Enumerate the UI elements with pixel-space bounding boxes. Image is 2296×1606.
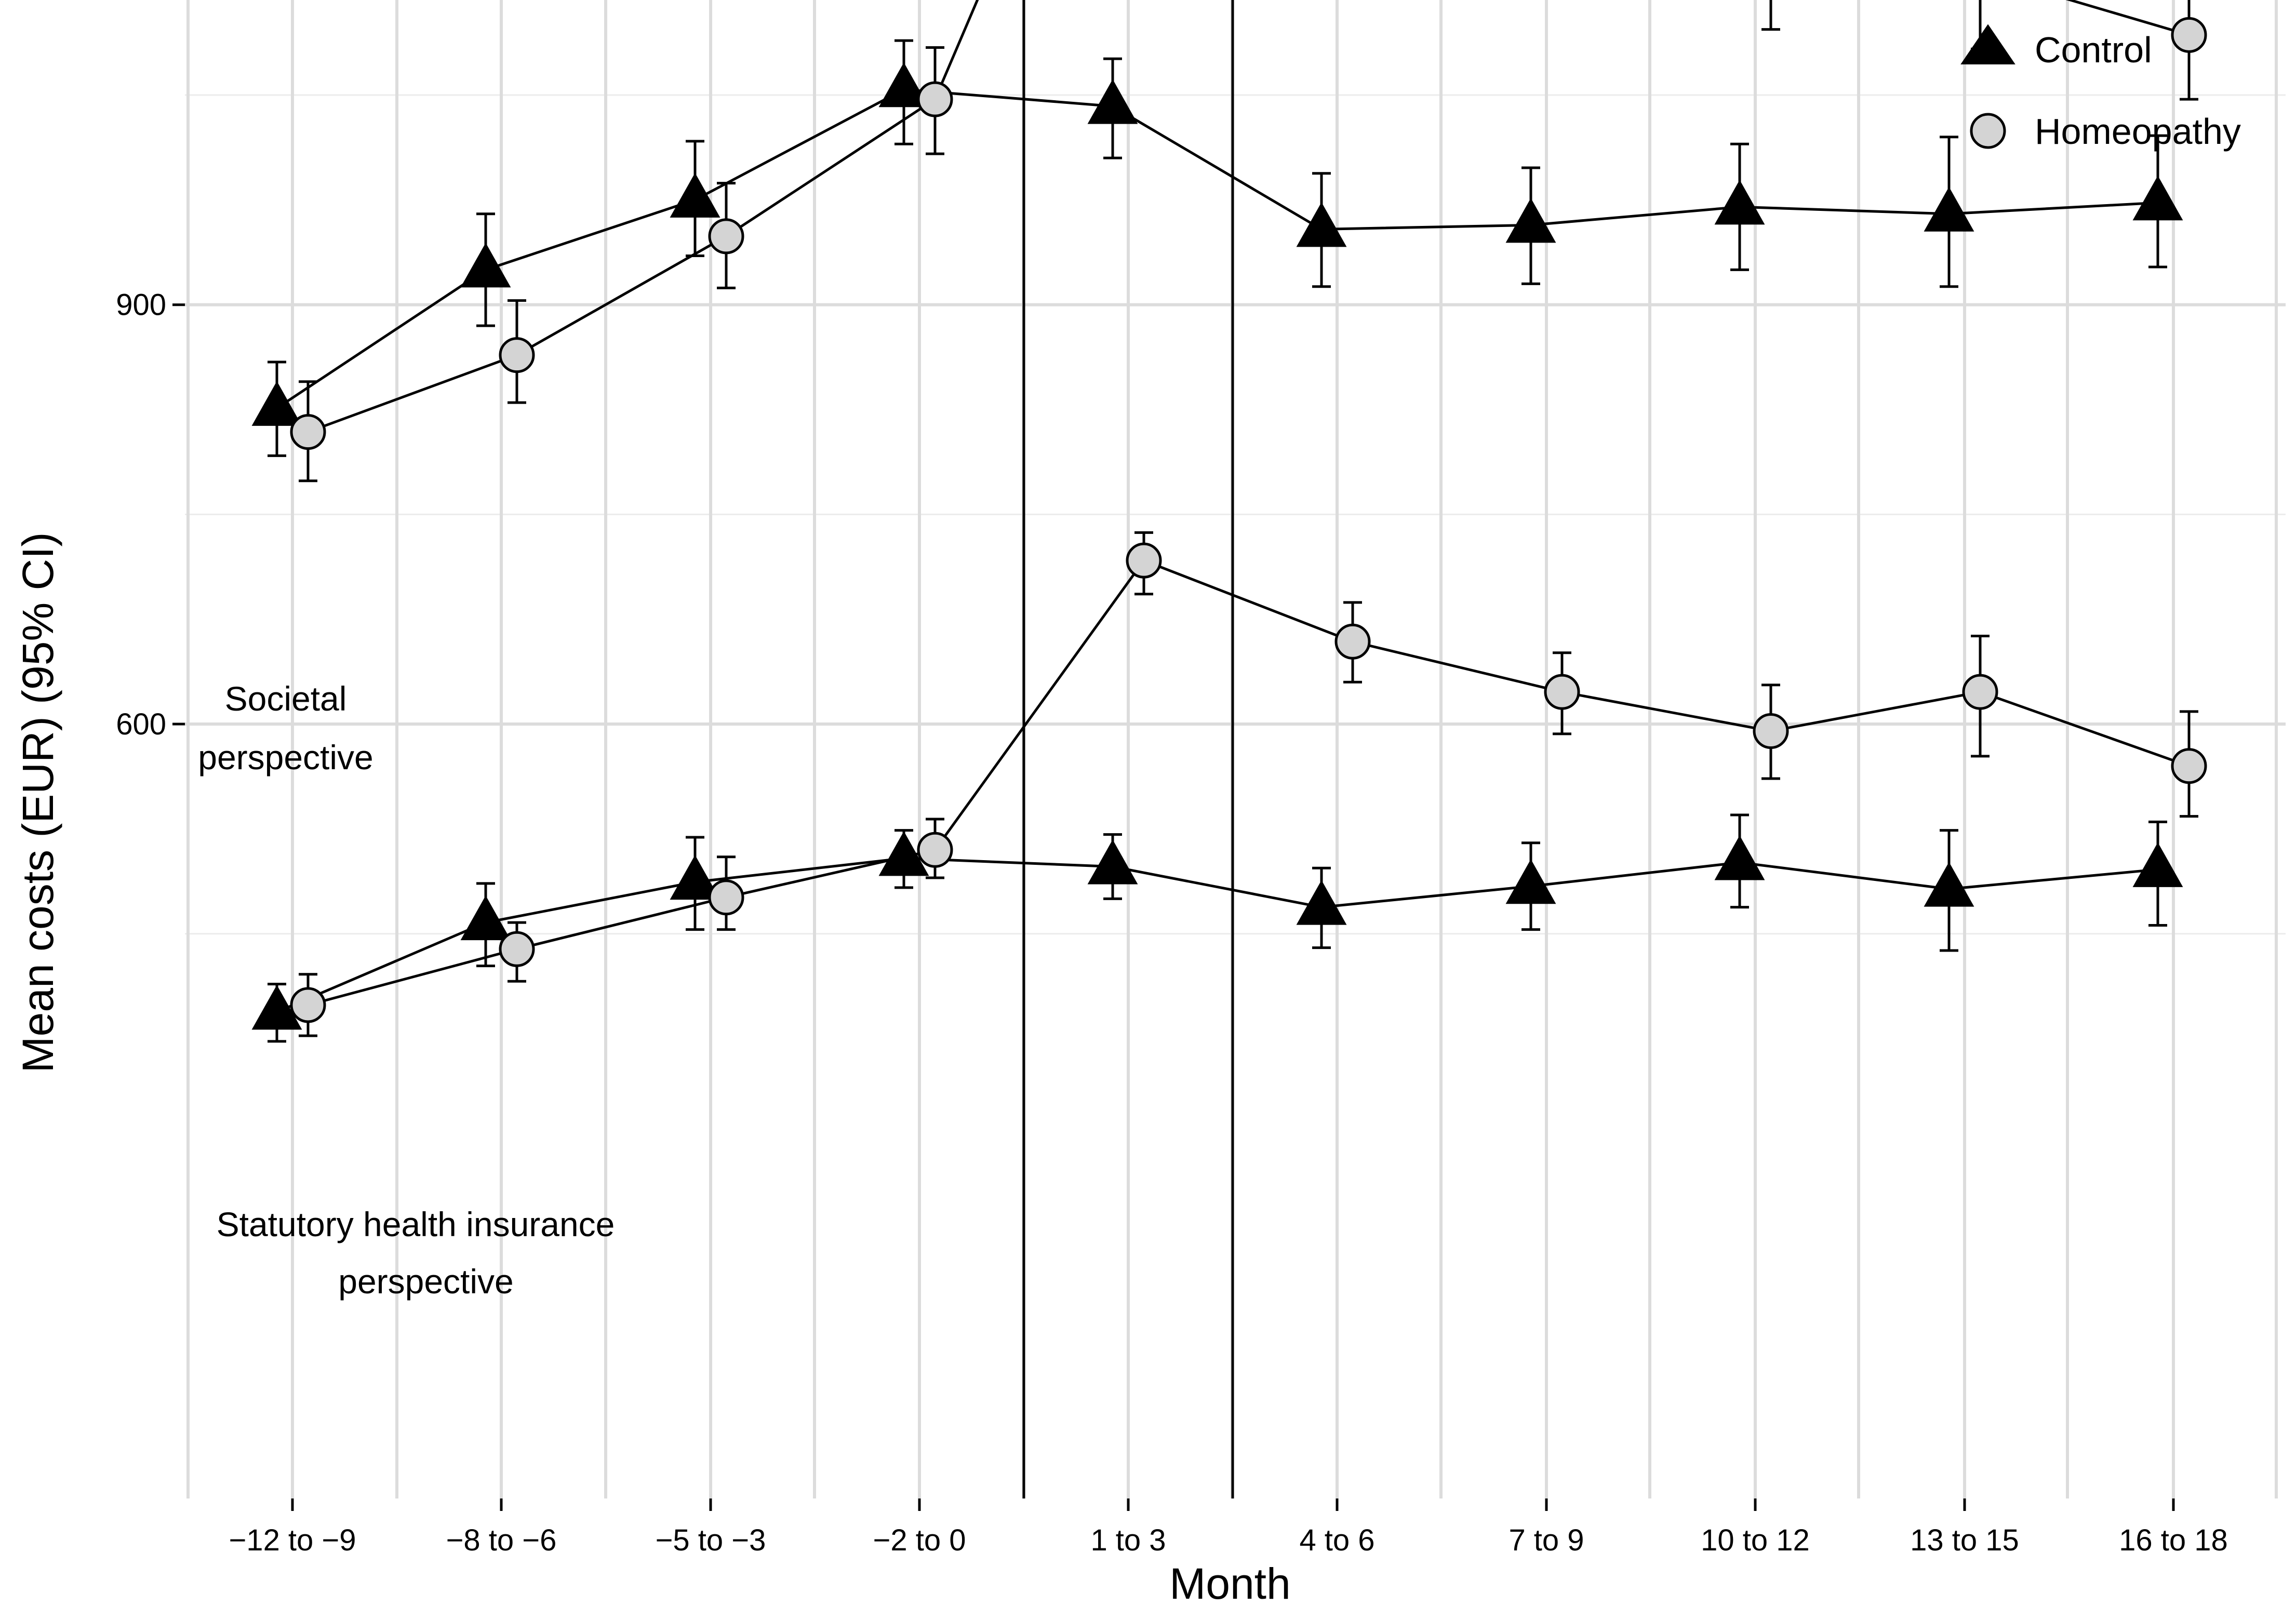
grid-layer (185, 0, 2286, 1498)
legend-control-label: Control (2035, 30, 2152, 70)
point-homeopathy-panel2 (2171, 748, 2207, 784)
legend-control-marker (1960, 24, 2015, 64)
point-control-panel1 (670, 172, 720, 218)
point-control-panel2 (1924, 862, 1974, 907)
panel-label-societal-line2: perspective (198, 738, 373, 777)
point-control-panel2 (2132, 842, 2183, 887)
x-tick-label: 10 to 12 (1701, 1523, 1810, 1557)
axes: 6009001200−12 to −9−8 to −6−5 to −3−2 to… (116, 288, 2228, 1557)
series-layer (251, 0, 2207, 1043)
x-tick-label: −8 to −6 (446, 1523, 557, 1557)
point-control-panel1 (878, 62, 929, 108)
x-tick-label: 1 to 3 (1090, 1523, 1166, 1557)
point-homeopathy-panel2 (1962, 674, 1998, 710)
series-line-control-panel1 (276, 88, 2158, 409)
panel-label-shi-line2: perspective (338, 1262, 514, 1301)
y-tick-label: 900 (116, 288, 166, 322)
point-control-panel2 (251, 985, 302, 1030)
point-homeopathy-panel2 (290, 987, 326, 1023)
y-tick-label: 600 (116, 707, 166, 741)
point-homeopathy-panel2 (1126, 542, 1162, 579)
point-homeopathy-panel1 (917, 81, 953, 117)
point-control-panel1 (1296, 202, 1347, 247)
point-control-panel2 (1087, 839, 1138, 885)
point-control-panel2 (1714, 835, 1765, 880)
legend-homeopathy-marker (1970, 113, 2006, 149)
point-homeopathy-panel1 (499, 337, 535, 373)
point-homeopathy-panel2 (1544, 674, 1580, 710)
point-homeopathy-panel2 (1334, 623, 1371, 660)
point-control-panel2 (670, 855, 720, 900)
point-homeopathy-panel2 (1753, 713, 1789, 749)
point-control-panel1 (1087, 79, 1138, 124)
point-control-panel1 (1505, 198, 1556, 243)
point-homeopathy-panel1 (2171, 17, 2207, 53)
point-homeopathy-panel1 (290, 414, 326, 450)
point-homeopathy-panel2 (917, 832, 953, 868)
point-control-panel1 (1924, 186, 1974, 232)
point-control-panel1 (460, 243, 511, 288)
point-control-panel1 (251, 381, 302, 426)
x-tick-label: −12 to −9 (229, 1523, 356, 1557)
legend: Control Homeopathy (1960, 24, 2241, 152)
x-tick-label: 4 to 6 (1299, 1523, 1374, 1557)
panel-annotations: Societal perspective Statutory health in… (198, 679, 615, 1301)
point-homeopathy-panel2 (708, 879, 744, 916)
point-homeopathy-panel2 (499, 931, 535, 967)
point-control-panel2 (460, 895, 511, 941)
series-line-control-panel2 (276, 856, 2158, 1013)
x-tick-label: 16 to 18 (2119, 1523, 2228, 1557)
legend-homeopathy-label: Homeopathy (2035, 111, 2241, 152)
point-control-panel2 (1296, 880, 1347, 925)
x-tick-label: −2 to 0 (873, 1523, 966, 1557)
point-control-panel1 (2132, 176, 2183, 221)
period-dividers (1022, 0, 1234, 1498)
series-line-homeopathy-panel1 (308, 0, 2190, 433)
x-tick-label: −5 to −3 (656, 1523, 766, 1557)
panel-label-shi-line1: Statutory health insurance (217, 1205, 615, 1243)
x-tick-label: 7 to 9 (1509, 1523, 1584, 1557)
point-control-panel2 (1505, 859, 1556, 904)
point-homeopathy-panel1 (708, 218, 744, 255)
y-axis-title: Mean costs (EUR) (95% CI) (14, 532, 62, 1073)
x-tick-label: 13 to 15 (1910, 1523, 2019, 1557)
errorbar-homeopathy-panel1 (1761, 0, 1780, 31)
point-control-panel1 (1714, 180, 1765, 225)
panel-label-societal-line1: Societal (225, 679, 347, 718)
x-axis-title: Month (1169, 1559, 1290, 1606)
series-line-homeopathy-panel2 (308, 559, 2190, 1007)
